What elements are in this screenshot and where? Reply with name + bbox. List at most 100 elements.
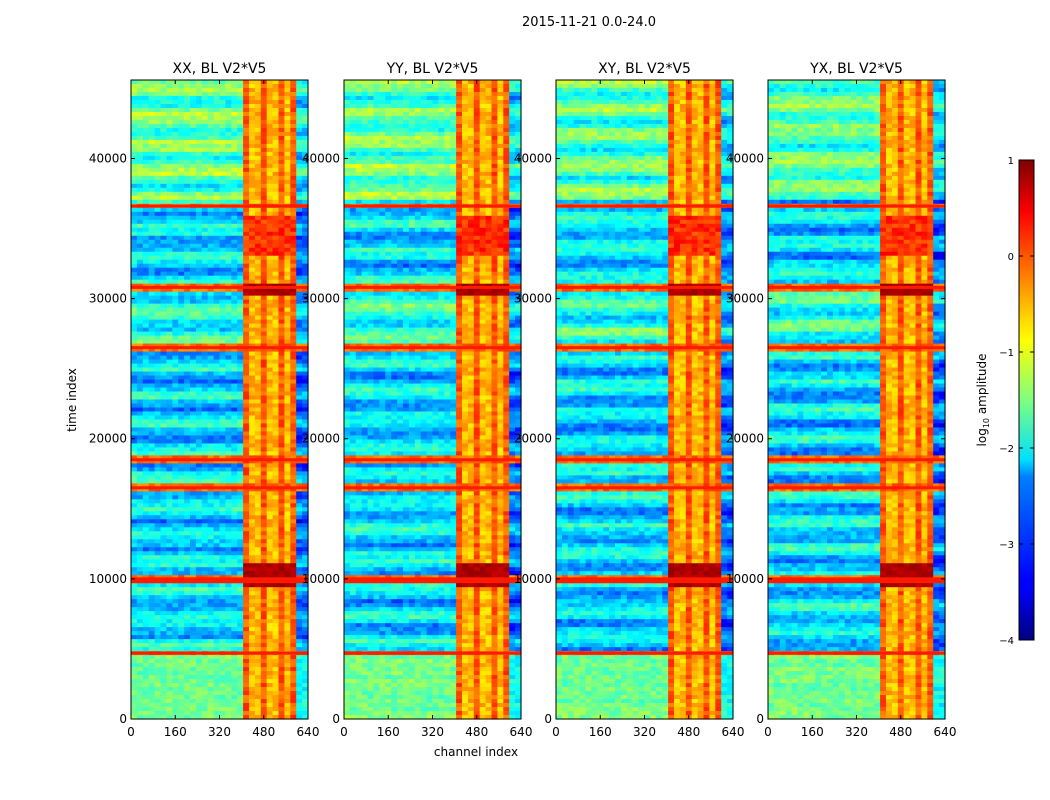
heatmap-cell [149, 164, 156, 169]
heatmap-cell [409, 92, 416, 97]
heatmap-cell [214, 415, 221, 420]
heatmap-cell [155, 236, 162, 241]
heatmap-cell [161, 451, 168, 456]
heatmap-cell [214, 467, 221, 472]
heatmap-cell [362, 80, 369, 85]
heatmap-cell [137, 667, 144, 672]
heatmap-cell [196, 184, 203, 189]
heatmap-cell [237, 368, 244, 373]
heatmap-cell [196, 619, 203, 624]
heatmap-cell [284, 627, 291, 632]
heatmap-cell [243, 491, 250, 496]
heatmap-cell [249, 631, 256, 636]
heatmap-cell [172, 427, 179, 432]
heatmap-cell [184, 463, 191, 468]
heatmap-cell [202, 252, 209, 257]
heatmap-cell [225, 691, 232, 696]
heatmap-cell [284, 388, 291, 393]
heatmap-cell [172, 212, 179, 217]
heatmap-cell [149, 703, 156, 708]
heatmap-cell [267, 244, 274, 249]
heatmap-cell [184, 128, 191, 133]
heatmap-cell [137, 116, 144, 121]
heatmap-cell [149, 212, 156, 217]
heatmap-cell [137, 380, 144, 385]
heatmap-cell [243, 228, 250, 233]
heatmap-cell [267, 376, 274, 381]
heatmap-cell [249, 527, 256, 532]
heatmap-cell [149, 200, 156, 205]
heatmap-cell [261, 164, 268, 169]
heatmap-cell [214, 439, 221, 444]
heatmap-cell [161, 583, 168, 588]
heatmap-cell [284, 635, 291, 640]
heatmap-cell [178, 583, 185, 588]
heatmap-cell [214, 332, 221, 337]
heatmap-cell [184, 523, 191, 528]
heatmap-cell [290, 583, 297, 588]
heatmap-cell [267, 216, 274, 221]
heatmap-cell [279, 200, 286, 205]
heatmap-cell [137, 695, 144, 700]
heatmap-cell [225, 683, 232, 688]
heatmap-cell [214, 471, 221, 476]
heatmap-cell [249, 300, 256, 305]
heatmap-cell [231, 132, 238, 137]
heatmap-cell [267, 88, 274, 93]
heatmap-cell [249, 559, 256, 564]
heatmap-cell [190, 559, 197, 564]
heatmap-cell [225, 124, 232, 129]
heatmap-cell [220, 216, 227, 221]
heatmap-cell [284, 360, 291, 365]
heatmap-cell [143, 531, 150, 536]
heatmap-cell [172, 148, 179, 153]
heatmap-cell [249, 100, 256, 105]
heatmap-cell [166, 372, 173, 377]
heatmap-cell [196, 671, 203, 676]
heatmap-cell [362, 92, 369, 97]
heatmap-cell [161, 108, 168, 113]
heatmap-cell [243, 587, 250, 592]
heatmap-cell [161, 212, 168, 217]
heatmap-cell [184, 655, 191, 660]
heatmap-cell [155, 252, 162, 257]
heatmap-cell [196, 324, 203, 329]
heatmap-cell [208, 631, 215, 636]
heatmap-cell [290, 419, 297, 424]
heatmap-cell [166, 312, 173, 317]
heatmap-cell [149, 356, 156, 361]
heatmap-cell [296, 707, 303, 712]
heatmap-cell [166, 691, 173, 696]
heatmap-cell [196, 304, 203, 309]
heatmap-cell [178, 200, 185, 205]
heatmap-cell [237, 703, 244, 708]
heatmap-cell [284, 280, 291, 285]
heatmap-cell [249, 216, 256, 221]
heatmap-cell [296, 192, 303, 197]
heatmap-cell [225, 479, 232, 484]
heatmap-cell [290, 711, 297, 716]
heatmap-cell [267, 583, 274, 588]
heatmap-cell [196, 507, 203, 512]
heatmap-cell [237, 376, 244, 381]
heatmap-cell [190, 308, 197, 313]
heatmap-cell [273, 340, 280, 345]
heatmap-cell [296, 675, 303, 680]
heatmap-cell [385, 88, 392, 93]
heatmap-cell [225, 667, 232, 672]
heatmap-cell [296, 356, 303, 361]
heatmap-cell [149, 539, 156, 544]
heatmap-cell [273, 563, 280, 568]
heatmap-cell [243, 691, 250, 696]
heatmap-cell [290, 184, 297, 189]
heatmap-cell [267, 136, 274, 141]
heatmap-cell [143, 571, 150, 576]
heatmap-cell [225, 531, 232, 536]
heatmap-cell [279, 384, 286, 389]
heatmap-cell [155, 495, 162, 500]
heatmap-cell [243, 364, 250, 369]
heatmap-cell [237, 503, 244, 508]
heatmap-cell [261, 328, 268, 333]
heatmap-cell [255, 304, 262, 309]
heatmap-cell [161, 499, 168, 504]
